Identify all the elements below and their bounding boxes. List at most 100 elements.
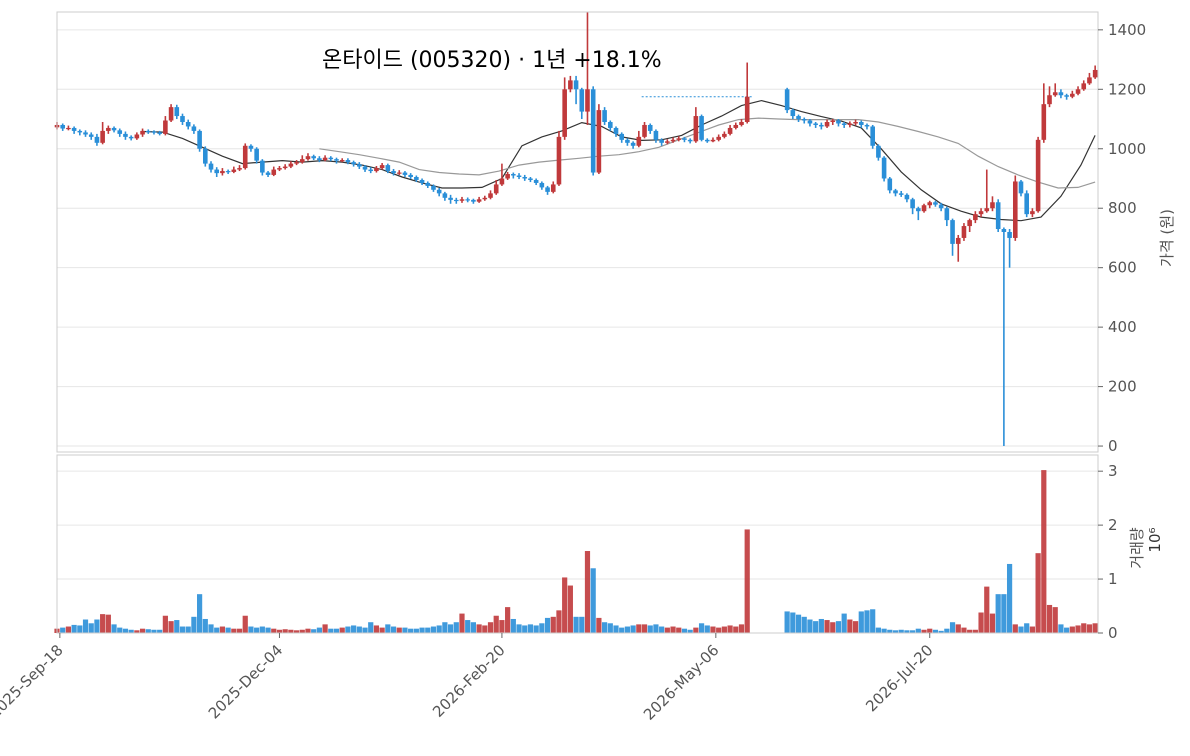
volume-bar (385, 624, 391, 633)
volume-tick-label: 2 (1108, 516, 1118, 534)
candle-body (790, 110, 796, 117)
volume-tick-label: 1 (1108, 570, 1118, 588)
volume-bar (373, 625, 380, 633)
candle-body (134, 134, 140, 139)
candle-body (499, 178, 505, 185)
candle-body (910, 199, 915, 209)
volume-bar (892, 630, 899, 633)
candle-body (876, 145, 881, 158)
volume-bar (533, 625, 539, 633)
volume-bar (847, 619, 853, 633)
volume-bar (470, 622, 476, 633)
candle-body (693, 116, 699, 142)
volume-bar (790, 612, 796, 633)
candle-body (476, 199, 482, 202)
candle-body (984, 208, 990, 212)
volume-bar (738, 624, 745, 633)
candle-body (1075, 89, 1081, 94)
candle-body (647, 124, 653, 131)
volume-bar (1086, 624, 1093, 633)
volume-bar (202, 618, 208, 633)
volume-bar (858, 611, 864, 633)
candle-body (402, 172, 408, 175)
volume-bar (499, 620, 505, 633)
candle-body (459, 199, 465, 201)
volume-bar (664, 627, 670, 633)
candle-body (516, 175, 522, 177)
volume-tick-label: 3 (1108, 462, 1118, 480)
volume-bar (510, 618, 516, 633)
volume-bar (813, 621, 819, 633)
candle-body (596, 110, 602, 173)
candle-body (944, 208, 950, 221)
candle-body (636, 136, 642, 146)
volume-bar (459, 613, 465, 633)
volume-bar (910, 630, 916, 633)
price-tick-label: 400 (1108, 318, 1137, 336)
candle-body (442, 193, 448, 198)
candle-body (77, 130, 83, 133)
candle-body (568, 80, 573, 90)
candle-body (687, 139, 693, 142)
candle-body (294, 162, 299, 164)
candle-body (368, 169, 374, 172)
candle-body (784, 89, 790, 111)
candle-body (995, 202, 1001, 230)
candle-body (185, 122, 191, 127)
volume-bar (944, 628, 950, 633)
moving-average-line (319, 117, 1096, 189)
candle-body (237, 168, 242, 170)
volume-bar (100, 614, 106, 633)
volume-bar (254, 627, 260, 633)
candle-body (465, 199, 470, 201)
volume-bar (830, 622, 836, 633)
volume-bar (978, 612, 984, 633)
volume-bar (875, 627, 881, 633)
candle-body (858, 122, 864, 125)
volume-bar (368, 622, 374, 633)
volume-bar (128, 629, 134, 633)
volume-bar (356, 626, 362, 633)
volume-layer (54, 470, 1098, 633)
candle-body (682, 138, 687, 140)
volume-bar (134, 630, 140, 633)
candle-body (539, 182, 545, 188)
candle-body (898, 193, 904, 195)
volume-bar (522, 625, 528, 633)
candle-body (916, 208, 921, 212)
volume-bar (807, 619, 813, 633)
candle-body (288, 163, 294, 167)
volume-bar (408, 628, 414, 633)
candle-body (174, 107, 180, 117)
x-tick-label: 2025-Sep-18 (0, 641, 67, 722)
volume-bar (1041, 470, 1047, 633)
candle-body (921, 205, 927, 212)
candle-body (841, 123, 847, 125)
candle-body (545, 187, 550, 192)
volume-bar (921, 629, 927, 633)
volume-bar (562, 577, 568, 633)
volume-bar (105, 614, 111, 633)
candle-body (590, 89, 596, 173)
candle-body (573, 80, 579, 90)
volume-bar (447, 624, 454, 633)
volume-bar (379, 627, 385, 633)
volume-bar (505, 607, 511, 633)
volume-bar (659, 626, 665, 633)
candle-body (579, 89, 585, 112)
volume-bar (1006, 563, 1013, 633)
volume-bar (841, 613, 847, 633)
volume-bar (870, 609, 876, 633)
x-tick-label: 2026-Jul-20 (862, 641, 936, 715)
volume-bar (727, 625, 733, 633)
candle-body (973, 214, 978, 221)
volume-bar (904, 630, 910, 633)
candle-body (260, 160, 265, 173)
volume-bar (972, 629, 978, 633)
candle-body (704, 139, 710, 142)
candle-body (1092, 69, 1098, 78)
volume-bar (590, 568, 596, 633)
volume-bar (579, 616, 585, 633)
candle-body (265, 172, 271, 175)
volume-bar (704, 625, 710, 633)
